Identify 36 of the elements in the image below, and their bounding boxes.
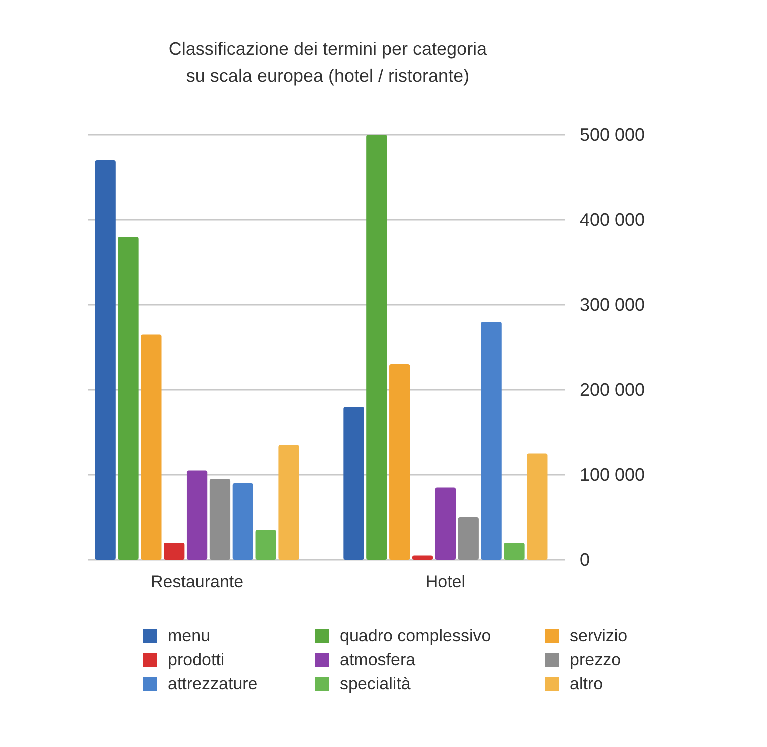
legend-label: atmosfera [340,650,416,670]
legend-label: attrezzature [168,674,258,694]
chart-title: Classificazione dei termini per categoria su scala europea (hotel / ristorante) [168,39,488,86]
legend-label: altro [570,674,604,694]
y-tick-label: 500 000 [580,125,646,145]
bar [164,543,185,560]
bar [504,543,525,560]
y-tick-label: 300 000 [580,295,646,315]
bar [344,407,364,560]
y-tick-label: 0 [580,550,590,570]
bar [232,484,254,560]
legend-label: servizio [570,626,628,646]
bar [95,160,116,560]
bar [412,556,434,560]
legend-label: menu [168,626,211,646]
y-tick-label: 400 000 [580,210,646,230]
legend-label: prodotti [168,650,225,670]
legend-label: specialità [340,674,412,694]
bar [366,135,388,560]
y-tick-label: 200 000 [580,380,646,400]
bar [458,518,479,560]
bar [278,445,300,560]
y-tick-label: 100 000 [580,465,646,485]
bar [141,334,162,560]
bar [210,479,231,560]
legend-label: quadro complessivo [340,626,492,646]
bar [256,530,276,560]
x-tick-label: Hotel [426,572,466,592]
bar [527,454,548,560]
bar [118,237,139,560]
bar [186,470,208,560]
bar [435,488,456,560]
bar [481,322,502,560]
legend-label: prezzo [570,650,622,670]
x-tick-label: Restaurante [150,572,244,592]
bar [390,364,410,560]
